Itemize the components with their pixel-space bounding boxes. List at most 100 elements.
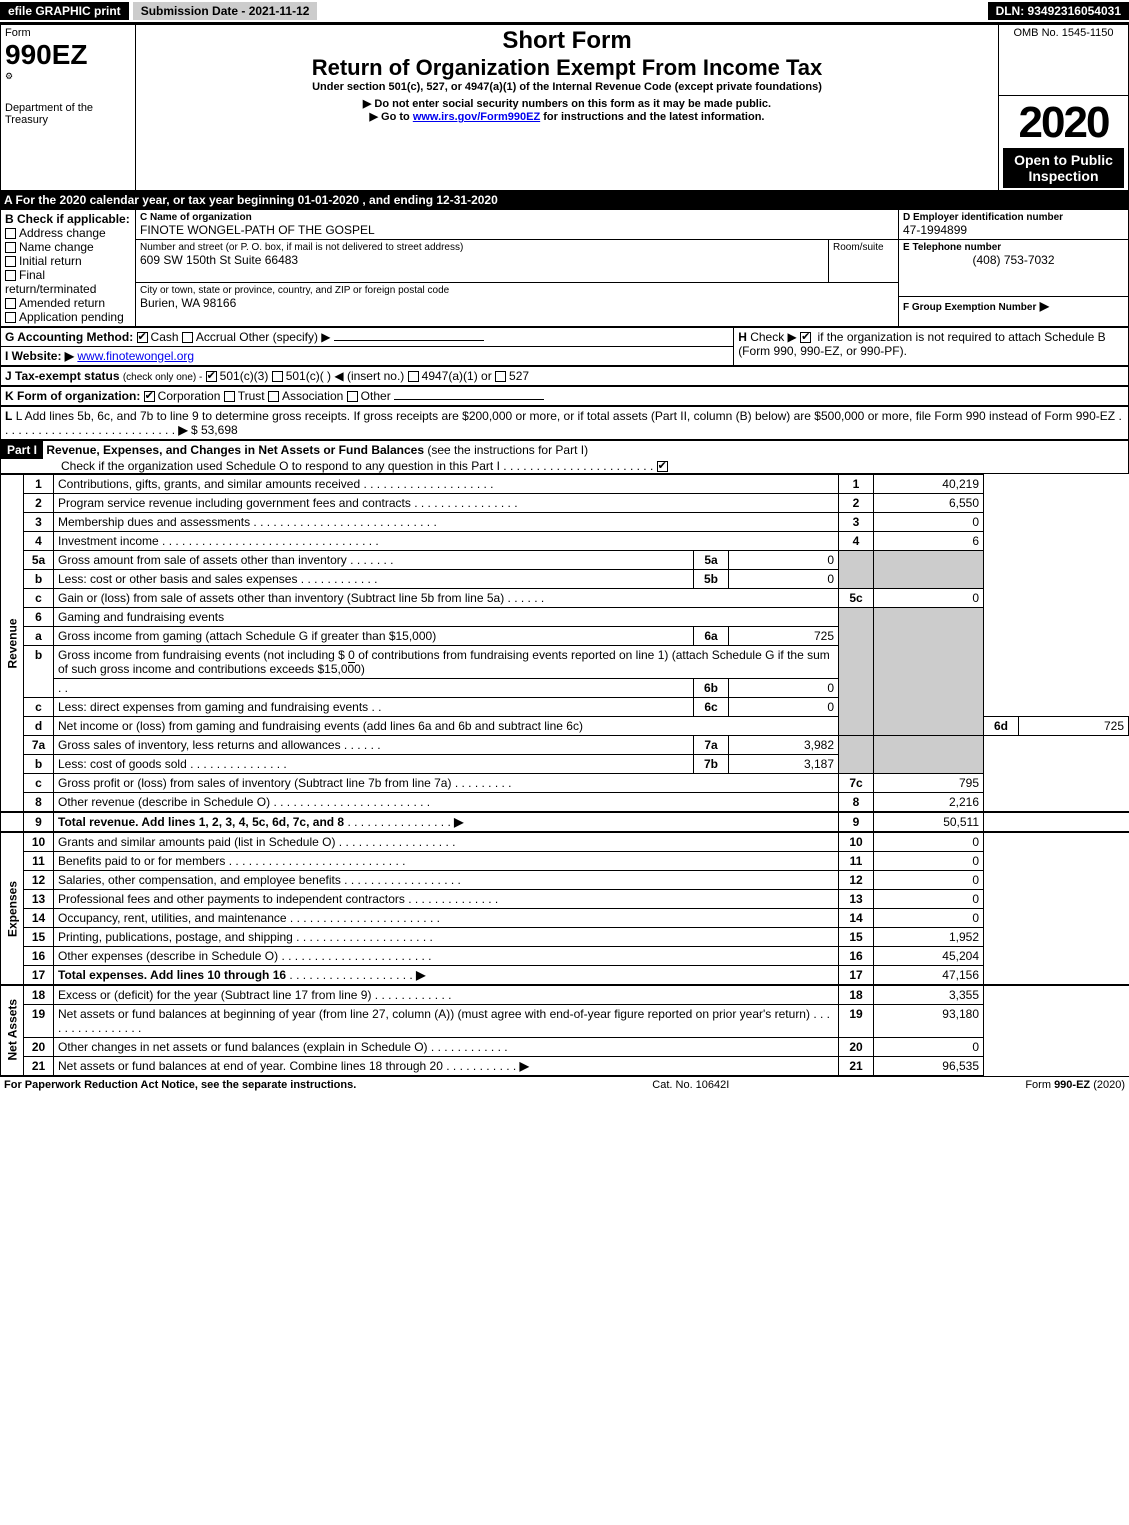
ln5b-samt: 0 [729, 569, 839, 588]
ln9-amt: 50,511 [874, 812, 984, 832]
ln7c-rn: 7c [839, 773, 874, 792]
ln11-desc: Benefits paid to or for members [58, 854, 225, 868]
ln2-rn: 2 [839, 493, 874, 512]
ln12-desc: Salaries, other compensation, and employ… [58, 873, 341, 887]
ln12-n: 12 [24, 870, 54, 889]
chk-527[interactable] [495, 371, 506, 382]
efile-btn[interactable]: efile GRAPHIC print [0, 2, 129, 20]
chk-trust[interactable] [224, 391, 235, 402]
line-k-label: K Form of organization: [5, 389, 140, 403]
ln6b-samt: 0 [729, 678, 839, 697]
chk-4947[interactable] [408, 371, 419, 382]
chk-address-change[interactable] [5, 228, 16, 239]
part-i-header: Part I Revenue, Expenses, and Changes in… [0, 440, 1129, 474]
ln5c-amt: 0 [874, 588, 984, 607]
ln11-amt: 0 [874, 851, 984, 870]
ln17-n: 17 [24, 965, 54, 985]
opt-initial-return: Initial return [19, 254, 82, 268]
footer-left: For Paperwork Reduction Act Notice, see … [4, 1079, 356, 1091]
ln6c-n: c [24, 697, 54, 716]
short-form-title: Short Form [140, 27, 994, 55]
ln7b-n: b [24, 754, 54, 773]
ln4-n: 4 [24, 531, 54, 550]
chk-h[interactable] [800, 332, 811, 343]
ln8-rn: 8 [839, 792, 874, 812]
chk-initial-return[interactable] [5, 256, 16, 267]
city-state-zip: Burien, WA 98166 [140, 296, 894, 310]
tax-year: 2020 [1003, 98, 1124, 148]
ln5a-desc: Gross amount from sale of assets other t… [58, 553, 347, 567]
opt-insert: ◀ (insert no.) [334, 369, 404, 383]
chk-cash[interactable] [137, 332, 148, 343]
line-j-small: (check only one) - [123, 372, 202, 383]
ln14-desc: Occupancy, rent, utilities, and maintena… [58, 911, 287, 925]
ln15-amt: 1,952 [874, 927, 984, 946]
ln17-arrow: ▶ [416, 968, 425, 982]
ln6b-desc1b: 0 [348, 648, 355, 663]
ln10-n: 10 [24, 832, 54, 852]
ln3-n: 3 [24, 512, 54, 531]
ln17-desc: Total expenses. Add lines 10 through 16 [58, 968, 286, 982]
chk-501c3[interactable] [206, 371, 217, 382]
ln6a-sn: 6a [694, 626, 729, 645]
chk-other[interactable] [347, 391, 358, 402]
ln4-desc: Investment income [58, 534, 159, 548]
chk-name-change[interactable] [5, 242, 16, 253]
line-i-label: I Website: ▶ [5, 349, 74, 363]
chk-amended-return[interactable] [5, 298, 16, 309]
ln6a-desc: Gross income from gaming (attach Schedul… [58, 629, 436, 643]
website-link[interactable]: www.finotewongel.org [77, 349, 194, 363]
ln18-n: 18 [24, 985, 54, 1005]
street-address: 609 SW 150th St Suite 66483 [140, 253, 824, 267]
chk-assoc[interactable] [268, 391, 279, 402]
line-a: A For the 2020 calendar year, or tax yea… [0, 191, 1129, 209]
opt-name-change: Name change [19, 240, 94, 254]
ln8-desc: Other revenue (describe in Schedule O) [58, 795, 270, 809]
ln5b-n: b [24, 569, 54, 588]
footer-mid: Cat. No. 10642I [652, 1079, 729, 1091]
line-j: J Tax-exempt status (check only one) - 5… [0, 366, 1129, 386]
chk-corp[interactable] [144, 391, 155, 402]
ln14-amt: 0 [874, 908, 984, 927]
ln2-n: 2 [24, 493, 54, 512]
ln21-n: 21 [24, 1056, 54, 1075]
opt-corp: Corporation [158, 389, 221, 403]
chk-accrual[interactable] [182, 332, 193, 343]
ln3-amt: 0 [874, 512, 984, 531]
ln8-n: 8 [24, 792, 54, 812]
expenses-section-label: Expenses [1, 832, 24, 985]
ln9-rn: 9 [839, 812, 874, 832]
ln16-amt: 45,204 [874, 946, 984, 965]
ln7a-samt: 3,982 [729, 735, 839, 754]
ln9-arrow: ▶ [454, 815, 463, 829]
chk-application-pending[interactable] [5, 312, 16, 323]
opt-trust: Trust [238, 389, 265, 403]
ln6a-samt: 725 [729, 626, 839, 645]
chk-final-return[interactable] [5, 270, 16, 281]
ln6-n: 6 [24, 607, 54, 626]
chk-501c[interactable] [272, 371, 283, 382]
chk-part-i-sched-o[interactable] [657, 461, 668, 472]
ln12-amt: 0 [874, 870, 984, 889]
top-bar: efile GRAPHIC print Submission Date - 20… [0, 0, 1129, 24]
ln8-amt: 2,216 [874, 792, 984, 812]
box-b-label: B Check if applicable: [5, 212, 131, 226]
ln5b-desc: Less: cost or other basis and sales expe… [58, 572, 297, 586]
line-k: K Form of organization: Corporation Trus… [0, 386, 1129, 406]
irs-link[interactable]: www.irs.gov/Form990EZ [413, 111, 540, 123]
open-to-public: Open to Public Inspection [1003, 148, 1124, 188]
ln2-amt: 6,550 [874, 493, 984, 512]
ln15-desc: Printing, publications, postage, and shi… [58, 930, 293, 944]
ln7c-desc: Gross profit or (loss) from sales of inv… [58, 776, 451, 790]
line-h-label: H [738, 330, 747, 344]
city-label: City or town, state or province, country… [140, 285, 894, 296]
org-info-block: B Check if applicable: Address change Na… [0, 209, 1129, 327]
form-label: Form [5, 27, 131, 39]
dept-treasury: Department of the Treasury [5, 102, 131, 126]
ein: 47-1994899 [903, 223, 1124, 237]
ln6a-n: a [24, 626, 54, 645]
ln13-amt: 0 [874, 889, 984, 908]
footer: For Paperwork Reduction Act Notice, see … [0, 1076, 1129, 1093]
part-i-check-line: Check if the organization used Schedule … [61, 459, 500, 473]
opt-cash: Cash [151, 330, 179, 344]
